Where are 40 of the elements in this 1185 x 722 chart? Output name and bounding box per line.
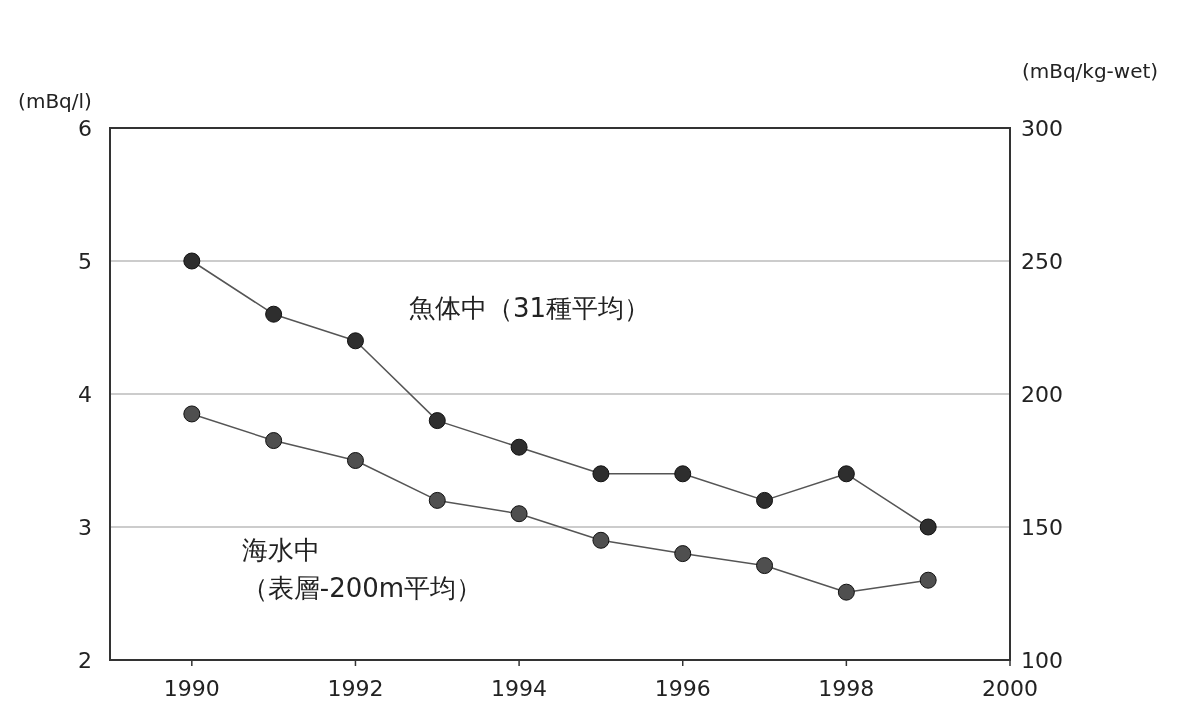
point	[919, 571, 937, 589]
point	[592, 531, 610, 549]
point	[265, 432, 283, 450]
x-tick-label: 1996	[654, 676, 711, 701]
y-axis-title: (mBq/l)	[18, 89, 92, 113]
x-tick-label: 1992	[327, 676, 384, 701]
y2-tick-label: 200	[1021, 382, 1063, 407]
point	[837, 583, 855, 601]
point	[346, 332, 364, 350]
x-tick-label: 1990	[163, 676, 220, 701]
point	[756, 557, 774, 575]
point	[265, 305, 283, 323]
series-label: 魚体中（31種平均）	[409, 293, 651, 324]
point	[510, 505, 528, 523]
y-tick-label: 2	[78, 648, 92, 673]
x-tick-label: 1994	[491, 676, 548, 701]
x-tick-label: 2000	[982, 676, 1038, 701]
y-tick-label: 5	[78, 249, 92, 274]
point	[183, 252, 201, 270]
point	[592, 465, 610, 483]
point	[674, 545, 692, 563]
point	[183, 405, 201, 423]
y2-tick-label: 100	[1021, 648, 1063, 673]
point	[346, 452, 364, 469]
point	[428, 412, 446, 430]
x-tick-label: 1998	[818, 676, 875, 701]
point	[919, 518, 937, 536]
y-tick-label: 3	[78, 515, 92, 540]
point	[510, 438, 528, 456]
y2-tick-label: 150	[1021, 515, 1063, 540]
point	[837, 465, 855, 483]
y-tick-label: 4	[78, 382, 92, 407]
series-label: 海水中（表層-200m平均）	[241, 534, 483, 603]
y2-axis-title: (mBq/kg-wet)	[1021, 59, 1159, 83]
point	[428, 491, 446, 509]
point	[756, 491, 774, 509]
y-tick-label: 6	[78, 116, 92, 141]
y2-tick-label: 250	[1021, 249, 1063, 274]
point	[674, 465, 692, 483]
y2-tick-label: 300	[1021, 116, 1063, 141]
